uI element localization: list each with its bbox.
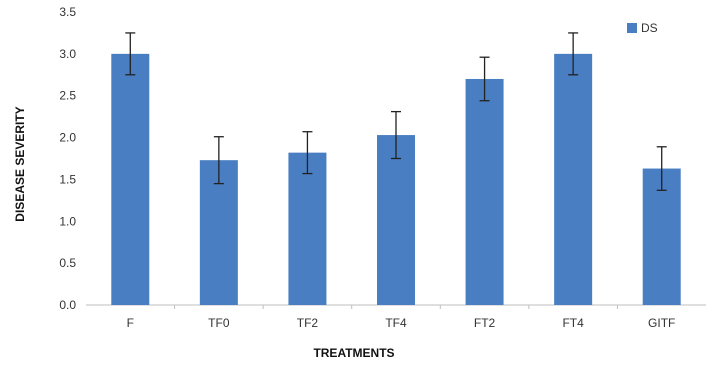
- error-bar-f: [125, 32, 136, 76]
- bar-ft4: [554, 53, 593, 305]
- error-bar-tf0: [213, 136, 224, 185]
- bar-f: [111, 53, 150, 305]
- error-bars: [125, 32, 667, 191]
- x-tick-label: F: [127, 316, 134, 330]
- error-bar-tf2: [302, 131, 313, 175]
- legend-swatch: [627, 23, 637, 33]
- bars: [111, 53, 681, 305]
- x-tick-label: FT2: [474, 316, 496, 330]
- y-tick-label: 3.5: [59, 5, 76, 19]
- bar-tf0: [199, 160, 238, 305]
- bar-gitf: [642, 168, 681, 305]
- x-tick-label: TF4: [385, 316, 407, 330]
- y-axis-title: DISEASE SEVERITY: [13, 106, 27, 221]
- y-tick-label: 1.0: [59, 214, 76, 228]
- x-axis-title: TREATMENTS: [313, 346, 394, 360]
- x-axis-ticks: F TF0 TF2 TF4 FT2 FT4 GITF: [127, 305, 675, 330]
- legend-label: DS: [641, 21, 658, 35]
- bar-tf2: [288, 152, 327, 305]
- y-axis-ticks: 0.0 0.5 1.0 1.5 2.0 2.5 3.0 3.5: [59, 5, 76, 312]
- x-tick-label: GITF: [648, 316, 675, 330]
- y-tick-label: 3.0: [59, 47, 76, 61]
- y-tick-label: 1.5: [59, 172, 76, 186]
- error-bar-ft4: [568, 32, 579, 76]
- x-tick-label: TF0: [208, 316, 230, 330]
- bar-ft2: [465, 78, 504, 305]
- legend: DS: [627, 21, 658, 35]
- error-bar-ft2: [479, 56, 490, 102]
- y-tick-label: 2.5: [59, 89, 76, 103]
- y-tick-label: 2.0: [59, 131, 76, 145]
- x-tick-label: TF2: [297, 316, 319, 330]
- bar-tf4: [377, 135, 415, 305]
- y-tick-label: 0.5: [59, 256, 76, 270]
- y-tick-label: 0.0: [59, 298, 76, 312]
- error-bar-gitf: [656, 146, 667, 191]
- x-tick-label: FT4: [562, 316, 584, 330]
- error-bar-tf4: [391, 110, 401, 160]
